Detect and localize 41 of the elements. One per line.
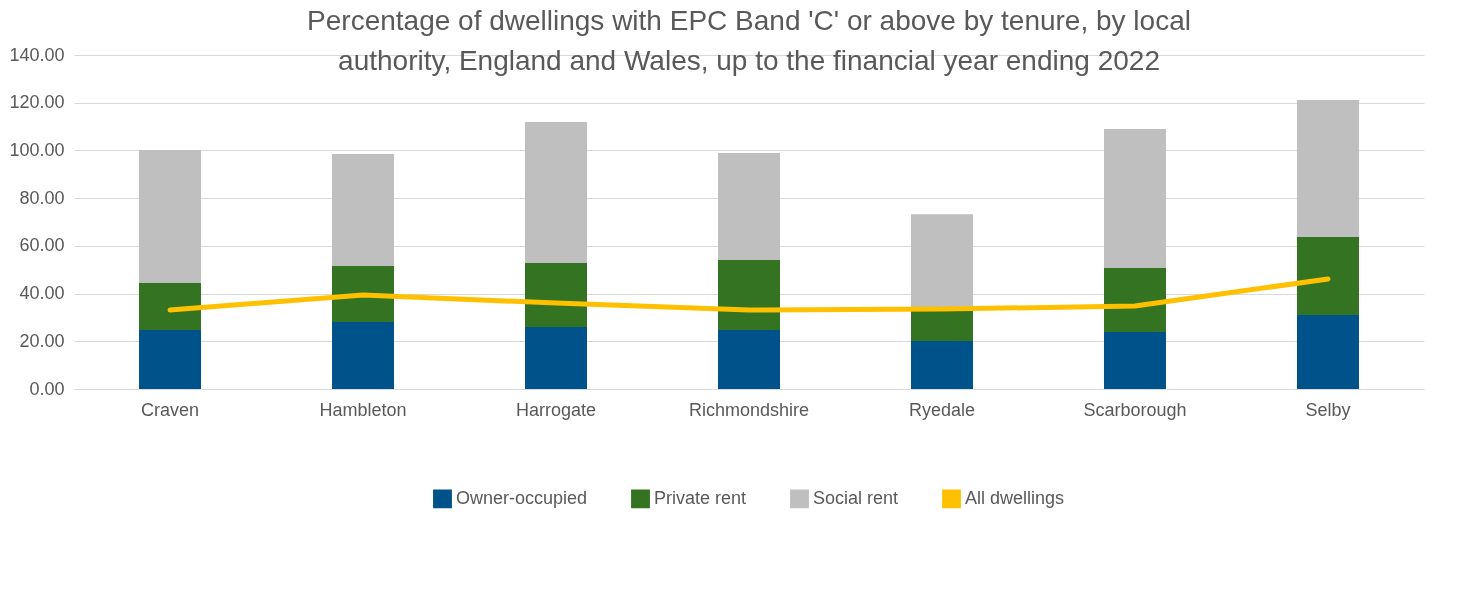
y-tick-label: 80.00 — [19, 187, 65, 208]
chart-title: Percentage of dwellings with EPC Band 'C' or above by tenure, by local authority, England and Wales, up to the financial year ending 2022 — [307, 5, 1191, 76]
bar — [910, 214, 973, 310]
bar — [139, 149, 202, 284]
bar — [1296, 237, 1359, 316]
y-tick-label: 60.00 — [19, 235, 65, 256]
legend-label: Social rent — [813, 487, 899, 508]
x-tick-label: Hambleton — [319, 399, 407, 420]
bar — [332, 321, 395, 389]
bar — [718, 153, 780, 260]
bar — [910, 341, 973, 389]
bar — [525, 263, 588, 327]
y-tick-label: 20.00 — [19, 330, 65, 351]
bar — [332, 154, 395, 266]
y-tick-label: 40.00 — [19, 283, 65, 304]
y-tick-label: 0.00 — [29, 378, 65, 399]
bar — [332, 265, 395, 322]
x-tick-label: Ryedale — [908, 399, 976, 420]
legend-label: All dwellings — [965, 487, 1065, 508]
bar — [1103, 331, 1166, 389]
bar — [1103, 268, 1166, 332]
x-tick-label: Craven — [141, 399, 200, 420]
legend-label: Private rent — [654, 487, 747, 508]
x-tick-label: Richmondshire — [688, 399, 810, 420]
bar — [910, 309, 973, 342]
legend-label: Owner-occupied — [456, 487, 588, 508]
bar — [139, 330, 202, 389]
x-tick-label: Harrogate — [515, 399, 597, 420]
x-tick-label: Scarborough — [1083, 399, 1187, 420]
bar — [1296, 315, 1359, 389]
bar — [1103, 128, 1166, 269]
bar — [718, 259, 780, 331]
x-tick-label: Selby — [1305, 399, 1351, 420]
y-tick-label: 100.00 — [9, 139, 65, 160]
bar — [139, 283, 202, 331]
bar — [1296, 100, 1359, 238]
bar — [525, 326, 588, 389]
bar — [718, 330, 780, 389]
y-tick-label: 120.00 — [9, 92, 65, 113]
y-tick-label: 140.00 — [9, 44, 65, 65]
bar — [525, 122, 588, 264]
